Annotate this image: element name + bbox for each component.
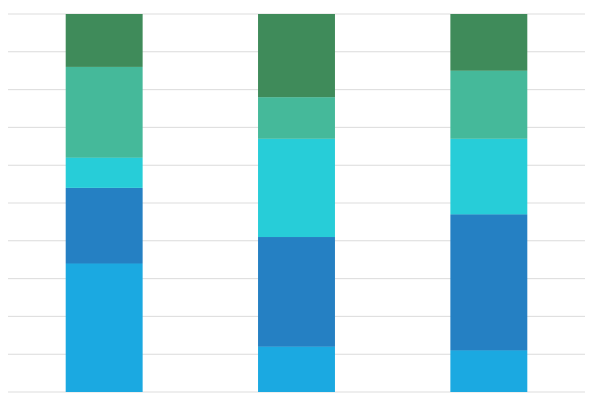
- bar-segment: [450, 214, 528, 351]
- bar-segment: [450, 350, 528, 392]
- bar-segment: [450, 138, 528, 215]
- bar-segment: [258, 237, 335, 347]
- bar-segment: [450, 70, 528, 139]
- bar-segment: [258, 97, 335, 139]
- bar-segment: [450, 14, 528, 71]
- bar-segment: [258, 14, 335, 98]
- bar-segment: [65, 66, 143, 158]
- bar-segment: [258, 346, 335, 392]
- bar-segment: [65, 187, 143, 264]
- bar-segment: [65, 157, 143, 188]
- bar-segment: [65, 263, 143, 392]
- bar-segment: [258, 138, 335, 238]
- bar-segment: [65, 14, 143, 67]
